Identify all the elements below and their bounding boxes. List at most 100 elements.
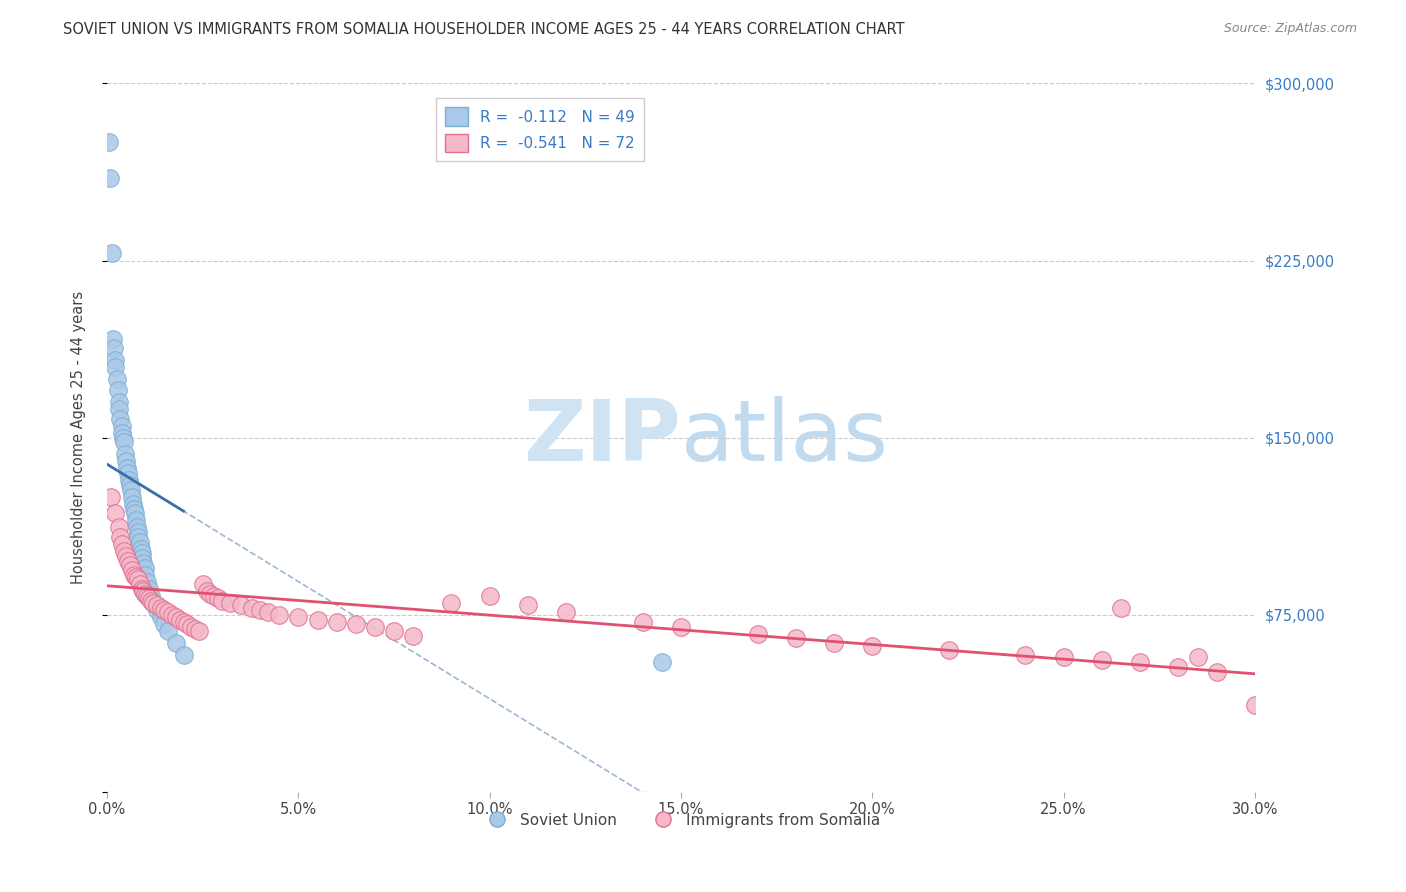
Point — [131, 546, 153, 560]
Point — [98, 136, 121, 150]
Point — [104, 359, 127, 374]
Text: SOVIET UNION VS IMMIGRANTS FROM SOMALIA HOUSEHOLDER INCOME AGES 25 - 44 YEARS CO: SOVIET UNION VS IMMIGRANTS FROM SOMALIA … — [63, 22, 905, 37]
Point — [114, 447, 136, 461]
Point — [173, 648, 195, 662]
Point — [218, 596, 240, 610]
Point — [184, 622, 207, 636]
Point — [131, 551, 153, 566]
Point — [134, 560, 156, 574]
Point — [118, 558, 141, 573]
Point — [117, 466, 139, 480]
Point — [249, 603, 271, 617]
Point — [124, 506, 146, 520]
Point — [134, 567, 156, 582]
Point — [176, 617, 198, 632]
Point — [555, 606, 578, 620]
Point — [669, 620, 692, 634]
Point — [651, 655, 673, 669]
Point — [823, 636, 845, 650]
Point — [1129, 655, 1152, 669]
Point — [207, 591, 229, 606]
Point — [112, 431, 135, 445]
Point — [112, 435, 135, 450]
Point — [860, 639, 883, 653]
Point — [180, 620, 202, 634]
Point — [101, 331, 124, 345]
Point — [307, 613, 329, 627]
Point — [242, 600, 264, 615]
Point — [125, 570, 148, 584]
Point — [160, 607, 183, 622]
Point — [104, 352, 127, 367]
Point — [111, 537, 134, 551]
Point — [110, 412, 132, 426]
Point — [107, 520, 129, 534]
Point — [128, 534, 150, 549]
Point — [110, 530, 132, 544]
Point — [111, 425, 134, 440]
Point — [132, 556, 155, 570]
Point — [478, 589, 501, 603]
Point — [153, 603, 176, 617]
Point — [122, 497, 145, 511]
Point — [142, 596, 165, 610]
Point — [1244, 698, 1267, 712]
Point — [98, 170, 121, 185]
Point — [100, 490, 122, 504]
Point — [108, 402, 131, 417]
Point — [938, 643, 960, 657]
Point — [121, 563, 143, 577]
Point — [229, 599, 252, 613]
Point — [269, 607, 291, 622]
Point — [105, 372, 128, 386]
Point — [127, 530, 149, 544]
Point — [191, 577, 214, 591]
Point — [118, 478, 141, 492]
Point — [117, 553, 139, 567]
Point — [139, 589, 162, 603]
Point — [120, 483, 142, 497]
Point — [103, 341, 125, 355]
Point — [136, 574, 159, 589]
Point — [516, 599, 538, 613]
Point — [402, 629, 425, 643]
Point — [122, 567, 145, 582]
Point — [1205, 665, 1227, 679]
Point — [142, 596, 165, 610]
Point — [112, 544, 135, 558]
Point — [115, 461, 138, 475]
Point — [200, 586, 222, 600]
Point — [631, 615, 654, 629]
Point — [149, 610, 172, 624]
Text: ZIP: ZIP — [523, 396, 681, 479]
Point — [202, 589, 225, 603]
Point — [1014, 648, 1036, 662]
Point — [128, 577, 150, 591]
Point — [107, 395, 129, 409]
Point — [127, 525, 149, 540]
Point — [115, 454, 138, 468]
Point — [1187, 650, 1209, 665]
Point — [138, 582, 160, 596]
Point — [132, 584, 155, 599]
Point — [125, 520, 148, 534]
Text: Source: ZipAtlas.com: Source: ZipAtlas.com — [1223, 22, 1357, 36]
Point — [173, 615, 195, 629]
Point — [1109, 600, 1132, 615]
Point — [131, 582, 153, 596]
Point — [187, 624, 209, 639]
Point — [256, 606, 278, 620]
Point — [125, 513, 148, 527]
Text: atlas: atlas — [681, 396, 889, 479]
Point — [138, 591, 160, 606]
Point — [440, 596, 463, 610]
Point — [157, 606, 180, 620]
Point — [149, 600, 172, 615]
Point — [1167, 660, 1189, 674]
Point — [146, 599, 169, 613]
Point — [122, 501, 145, 516]
Point — [107, 384, 129, 398]
Point — [195, 584, 218, 599]
Point — [121, 490, 143, 504]
Legend: Soviet Union, Immigrants from Somalia: Soviet Union, Immigrants from Somalia — [475, 806, 886, 834]
